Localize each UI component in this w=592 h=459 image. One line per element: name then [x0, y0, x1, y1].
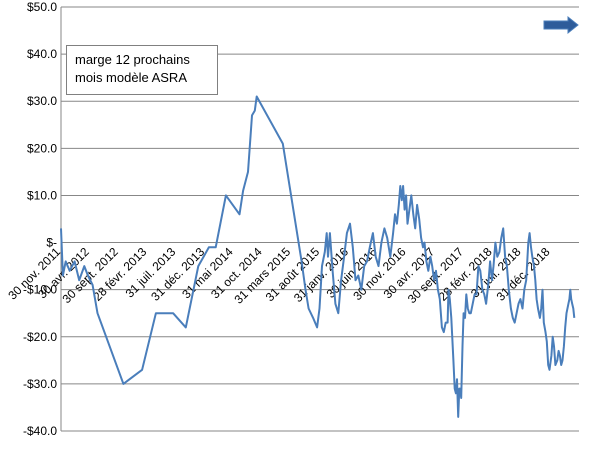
y-tick-label: $40.0	[27, 47, 57, 61]
y-tick-label: -$20.0	[23, 330, 57, 344]
data-series	[60, 95, 576, 418]
y-tick-label: $30.0	[27, 94, 57, 108]
y-tick-label: -$10.0	[23, 283, 57, 297]
legend-line-2: mois modèle ASRA	[75, 70, 187, 85]
y-tick-label: $10.0	[27, 188, 57, 202]
arrow-icon	[543, 15, 579, 35]
y-tick-label: -$40.0	[23, 424, 57, 438]
legend-box: marge 12 prochains mois modèle ASRA	[66, 45, 218, 95]
right-arrow-icon	[543, 15, 579, 35]
y-tick-label: $50.0	[27, 0, 57, 14]
y-tick-label: $-	[46, 236, 57, 250]
y-axis-tick-labels: $50.0 $40.0 $30.0 $20.0 $10.0 $- -$10.0 -$20.0 -…	[23, 0, 57, 438]
legend-line-1: marge 12 prochains	[75, 52, 190, 67]
series-line-0	[60, 95, 576, 418]
y-tick-label: $20.0	[27, 141, 57, 155]
y-tick-label: -$30.0	[23, 377, 57, 391]
